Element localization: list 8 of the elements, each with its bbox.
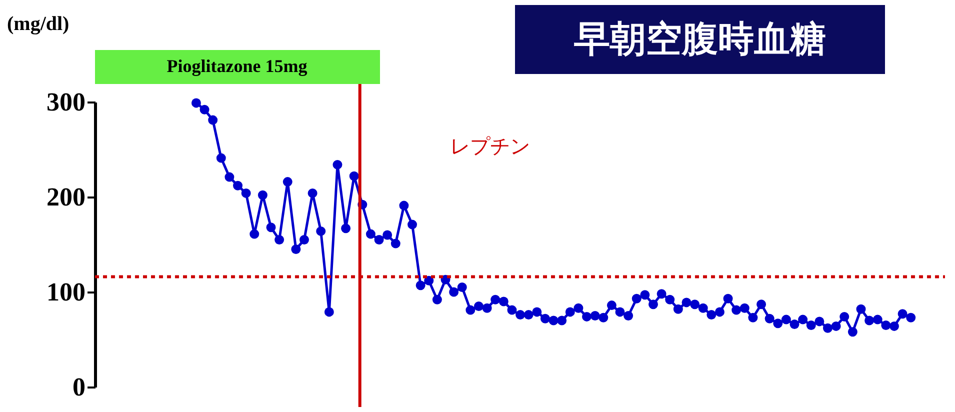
annotation: レプチン xyxy=(450,134,530,158)
y-axis-title: (mg/dl) xyxy=(7,13,70,35)
y-tick-label: 300 xyxy=(46,88,86,116)
y-tick-label: 200 xyxy=(46,182,86,212)
text: Pioglitazone 15mg xyxy=(166,56,308,76)
chart-title: 早朝空腹時血糖 xyxy=(573,19,826,60)
y-tick-label: 100 xyxy=(46,278,86,306)
y-tick-label: 0 xyxy=(72,372,86,402)
